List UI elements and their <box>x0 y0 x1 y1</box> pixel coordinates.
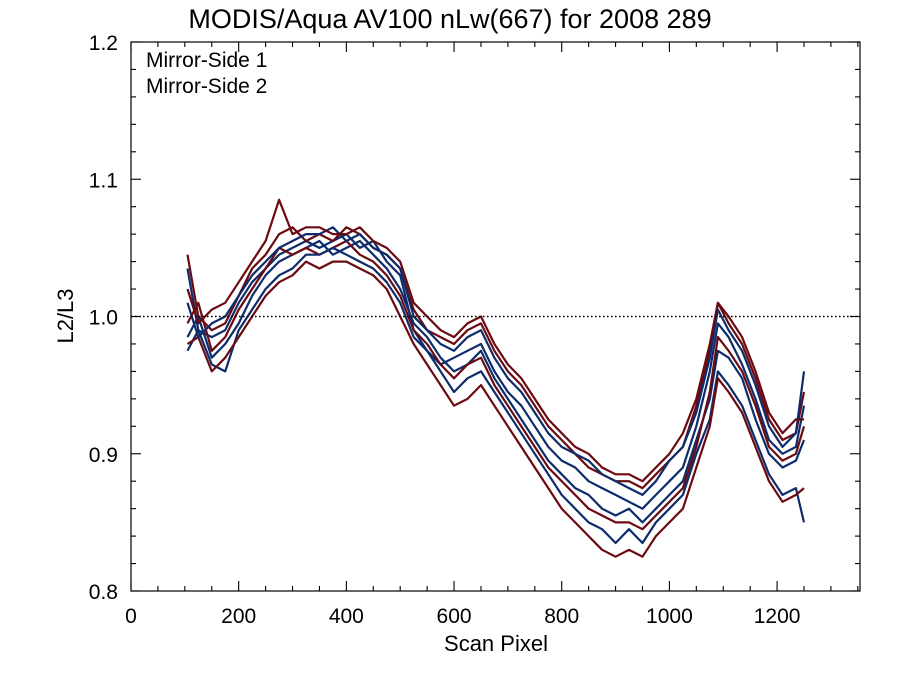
y-tick-label: 0.9 <box>89 444 118 467</box>
series-lines <box>186 198 806 558</box>
x-tick-label: 1200 <box>754 605 801 628</box>
x-tick-label: 400 <box>329 605 364 628</box>
x-tick-label: 0 <box>125 605 137 628</box>
series-line-ms1-1 <box>186 233 806 510</box>
tick-marks <box>130 41 860 592</box>
tick-labels: 0 200 400 600 800 1000 1200 0.8 0.9 1.0 1.1 1.2 <box>89 32 801 628</box>
y-axis-label: L2/L3 <box>53 288 78 343</box>
y-tick-label: 0.8 <box>89 581 118 604</box>
y-tick-label: 1.0 <box>89 307 118 330</box>
x-axis-label: Scan Pixel <box>444 631 548 656</box>
series-line-ms1-2 <box>186 239 806 524</box>
series-line-ms2-2 <box>186 239 806 531</box>
x-tick-label: 1000 <box>646 605 693 628</box>
series-line-ms2-3 <box>186 260 805 558</box>
legend: Mirror-Side 1 Mirror-Side 2 <box>146 49 267 98</box>
y-tick-label: 1.2 <box>89 32 118 55</box>
x-tick-label: 200 <box>221 605 256 628</box>
legend-entry-ms1: Mirror-Side 1 <box>146 49 267 72</box>
series-line-ms1-4 <box>186 226 806 496</box>
x-tick-label: 600 <box>437 605 472 628</box>
series-line-ms1-3 <box>186 246 806 545</box>
y-tick-label: 1.1 <box>89 169 118 192</box>
chart-title: MODIS/Aqua AV100 nLw(667) for 2008 289 <box>188 4 712 34</box>
legend-entry-ms2: Mirror-Side 2 <box>146 75 267 98</box>
x-tick-label: 800 <box>544 605 579 628</box>
series-line-ms2-4 <box>186 198 804 483</box>
